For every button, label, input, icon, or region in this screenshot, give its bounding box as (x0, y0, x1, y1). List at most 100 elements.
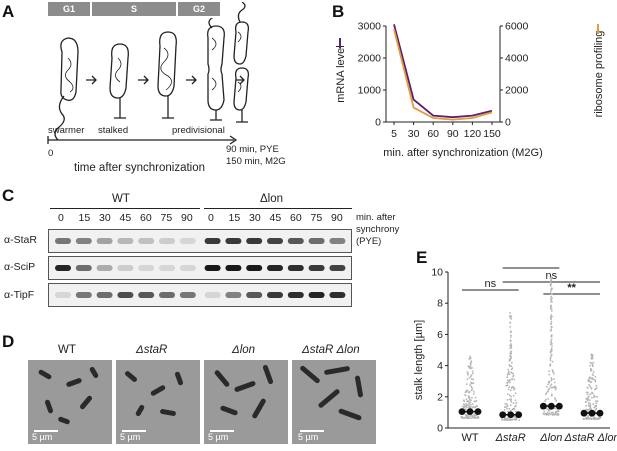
micrograph-wt: 5 µm (28, 360, 112, 444)
blot-band-1-4 (138, 265, 155, 271)
cell-measurement-point (461, 405, 464, 408)
cell-measurement-point (589, 393, 592, 396)
cell-measurement-point (549, 357, 552, 360)
cell-measurement-point (510, 361, 513, 364)
cell-measurement-point (469, 401, 472, 404)
cell-measurement-point (594, 380, 597, 383)
replicate-mean-point (580, 409, 588, 417)
cell-measurement-point (469, 362, 472, 365)
cell-measurement-point (514, 416, 516, 419)
cell-measurement-point (590, 417, 592, 420)
category-label: Δlon (539, 432, 562, 444)
right-tick-label: 4000 (505, 53, 529, 65)
blot-band-2-4 (138, 292, 155, 298)
cell-measurement-point (473, 390, 475, 393)
scale-bar-label: 5 µm (32, 432, 53, 442)
cell-measurement-point (471, 366, 473, 369)
cell-measurement-point (511, 367, 514, 370)
y-tick-label: 10 (431, 267, 443, 279)
cell-measurement-point (477, 416, 480, 419)
cell-measurement-point (464, 414, 467, 417)
cell-measurement-point (588, 383, 590, 386)
cell-measurement-point (512, 402, 515, 404)
cell-measurement-point (593, 396, 595, 399)
cell-measurement-point (510, 400, 513, 403)
cell-measurement-point (510, 331, 512, 333)
dlon-timepoint-75: 75 (310, 212, 323, 224)
blot-band-0-11 (287, 238, 304, 244)
time-axis-zero: 0 (48, 148, 54, 159)
cell-measurement-point (512, 418, 515, 421)
cell-measurement-point (545, 412, 548, 415)
cell-measurement-point (509, 316, 511, 319)
cell-measurement-point (512, 372, 515, 375)
cell-measurement-point (589, 361, 592, 364)
blot-band-2-10 (267, 292, 283, 298)
cell-measurement-point (585, 397, 588, 400)
cell-measurement-point (550, 289, 552, 291)
cell-measurement-point (587, 414, 590, 417)
cell-measurement-point (549, 343, 552, 346)
cell-measurement-point (596, 396, 598, 398)
y-tick-label: 6 (437, 329, 443, 341)
x-axis-label: min. after synchronization (M2G) (383, 147, 543, 159)
cell-measurement-point (505, 402, 508, 405)
cell-measurement-point (547, 398, 550, 400)
blot-band-1-1 (75, 265, 92, 271)
cell-measurement-point (589, 369, 592, 372)
cell-measurement-point (549, 413, 552, 416)
x-tick-label: 30 (408, 128, 420, 140)
cell-measurement-point (462, 416, 465, 419)
cell-measurement-point (551, 297, 553, 300)
blot-band-2-1 (75, 292, 92, 298)
cell-measurement-point (595, 384, 598, 387)
cell-measurement-point (550, 276, 553, 278)
cell-measurement-point (595, 402, 598, 405)
cell-measurement-point (589, 402, 592, 405)
cell-measurement-point (469, 375, 472, 378)
cell-measurement-point (465, 389, 468, 392)
panel-label-e: E (416, 248, 428, 267)
cell-measurement-point (557, 413, 560, 416)
blot-band-2-12 (308, 292, 325, 298)
cell-measurement-point (509, 389, 512, 392)
cell-measurement-point (548, 387, 551, 390)
cell-measurement-point (595, 387, 598, 390)
y-tick-label: 2 (437, 391, 443, 403)
cell-measurement-point (585, 404, 588, 407)
y-axis-label-right: ribosome profiling (593, 31, 605, 118)
cell-measurement-point (509, 325, 512, 328)
cell-measurement-point (506, 404, 509, 407)
left-tick-label: 2000 (358, 53, 382, 65)
blot-band-0-8 (225, 238, 242, 244)
cell-measurement-point (506, 382, 509, 385)
micrograph-label-dlon: Δlon (232, 344, 256, 356)
cell-measurement-point (586, 391, 589, 394)
cell-measurement-point (550, 379, 553, 382)
cell-measurement-point (506, 376, 509, 378)
cell-measurement-point (463, 403, 466, 406)
cell-measurement-point (587, 402, 590, 404)
left-tick-label: 3000 (358, 21, 382, 33)
cell-measurement-point (587, 410, 590, 413)
cell-measurement-point (550, 295, 553, 298)
cell-measurement-point (469, 399, 472, 402)
cell-measurement-point (553, 372, 555, 375)
cell-measurement-point (467, 365, 470, 368)
cell-measurement-point (508, 394, 511, 397)
cell-measurement-point (506, 419, 509, 421)
cell-measurement-point (556, 413, 559, 416)
cell-measurement-point (549, 315, 552, 318)
cell-measurement-point (472, 393, 475, 395)
left-tick-label: 0 (375, 117, 381, 129)
blot-band-1-8 (225, 265, 242, 271)
cell-measurement-point (514, 392, 517, 395)
blot-band-0-0 (55, 238, 71, 244)
micrograph-dstar: 5 µm (116, 360, 200, 444)
cell-measurement-point (583, 418, 586, 420)
cell-measurement-point (506, 398, 509, 401)
cell-measurement-point (550, 338, 553, 341)
cell-measurement-point (548, 365, 551, 367)
category-label: ΔstaR (495, 432, 526, 444)
x-tick-label: 90 (447, 128, 459, 140)
